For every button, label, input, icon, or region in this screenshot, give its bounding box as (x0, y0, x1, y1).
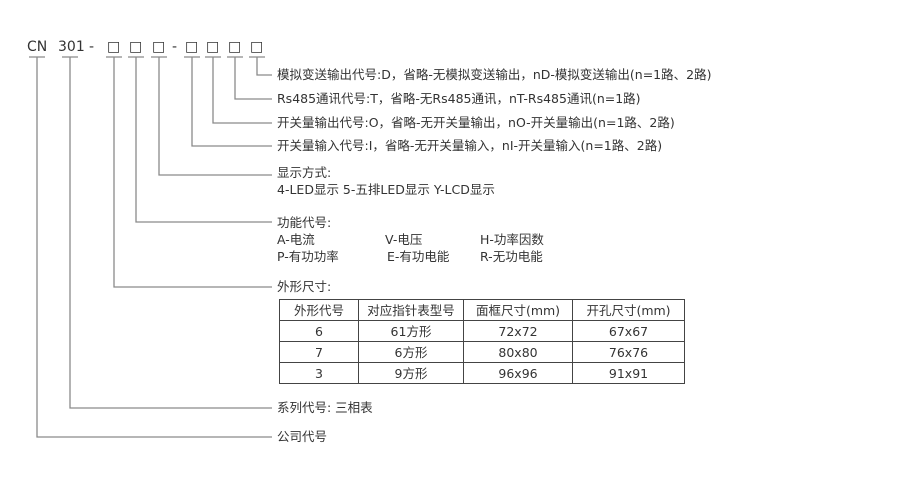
company-code: CN (27, 39, 48, 55)
function-item: V-电压 (385, 232, 423, 247)
cell: 7 (279, 341, 359, 363)
analog-box: □ (250, 39, 264, 55)
cell: 76x76 (572, 341, 685, 363)
header-cell: 开孔尺寸(mm) (572, 299, 685, 321)
table-header-row: 外形代号 对应指针表型号 面框尺寸(mm) 开孔尺寸(mm) (279, 299, 685, 321)
series-label: 系列代号: 三相表 (277, 400, 373, 415)
switch-output-label: 开关量输出代号:O，省略-无开关量输出，nO-开关量输出(n=1路、2路) (277, 115, 675, 130)
cell: 80x80 (463, 341, 573, 363)
function-title: 功能代号: (277, 215, 332, 230)
analog-output-label: 模拟变送输出代号:D，省略-无模拟变送输出，nD-模拟变送输出(n=1路、2路) (277, 67, 712, 82)
function-box: □ (129, 39, 143, 55)
function-item: E-有功电能 (387, 249, 450, 264)
display-options: 4-LED显示 5-五排LED显示 Y-LCD显示 (277, 182, 495, 197)
header-cell: 对应指针表型号 (358, 299, 464, 321)
cell: 96x96 (463, 362, 573, 384)
table-row: 7 6方形 80x80 76x76 (279, 341, 685, 363)
switch-in-box: □ (185, 39, 199, 55)
cell: 9方形 (358, 362, 464, 384)
dash: - (172, 39, 178, 55)
cell: 3 (279, 362, 359, 384)
function-item: H-功率因数 (480, 232, 544, 247)
display-title: 显示方式: (277, 165, 332, 180)
cell: 61方形 (358, 320, 464, 342)
rs485-box: □ (228, 39, 242, 55)
rs485-label: Rs485通讯代号:T，省略-无Rs485通讯，nT-Rs485通讯(n=1路) (277, 91, 641, 106)
header-cell: 外形代号 (279, 299, 359, 321)
company-label: 公司代号 (277, 429, 328, 444)
switch-out-box: □ (206, 39, 220, 55)
size-title: 外形尺寸: (277, 279, 332, 294)
table-row: 3 9方形 96x96 91x91 (279, 362, 685, 384)
switch-input-label: 开关量输入代号:I，省略-无开关量输入，nI-开关量输入(n=1路、2路) (277, 138, 663, 153)
size-box: □ (107, 39, 121, 55)
cell: 6方形 (358, 341, 464, 363)
function-item: P-有功功率 (277, 249, 339, 264)
function-item: A-电流 (277, 232, 315, 247)
function-item: R-无功电能 (480, 249, 543, 264)
dash: - (89, 39, 95, 55)
cell: 6 (279, 320, 359, 342)
cell: 72x72 (463, 320, 573, 342)
cell: 67x67 (572, 320, 685, 342)
header-cell: 面框尺寸(mm) (463, 299, 573, 321)
series-code: 301 (58, 39, 85, 55)
display-box: □ (152, 39, 166, 55)
table-row: 6 61方形 72x72 67x67 (279, 320, 685, 342)
size-table: 外形代号 对应指针表型号 面框尺寸(mm) 开孔尺寸(mm) 6 61方形 72… (279, 299, 685, 384)
cell: 91x91 (572, 362, 685, 384)
